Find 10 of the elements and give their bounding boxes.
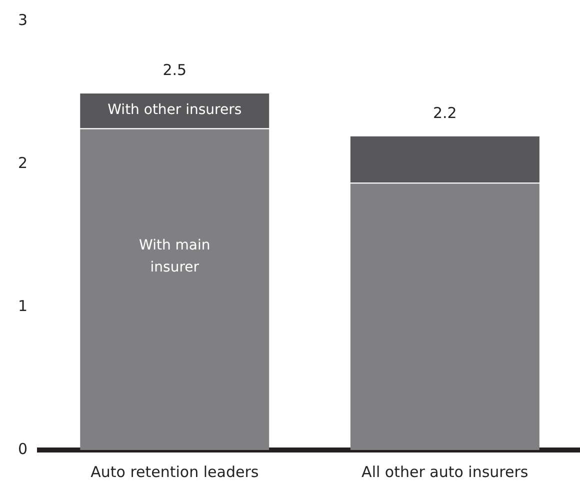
total-label: 2.5 [162, 60, 187, 79]
y-tick-label: 3 [18, 10, 28, 29]
x-tick-label: All other auto insurers [362, 462, 528, 481]
total-label: 2.2 [432, 104, 457, 122]
x-tick-label: Auto retention leaders [90, 462, 259, 481]
y-tick-label: 1 [18, 296, 28, 315]
series-label: With main insurer [139, 238, 210, 276]
y-tick-label: 2 [18, 154, 28, 172]
y-tick-label: 0 [18, 440, 28, 458]
series-label: With other insurers [108, 102, 242, 118]
